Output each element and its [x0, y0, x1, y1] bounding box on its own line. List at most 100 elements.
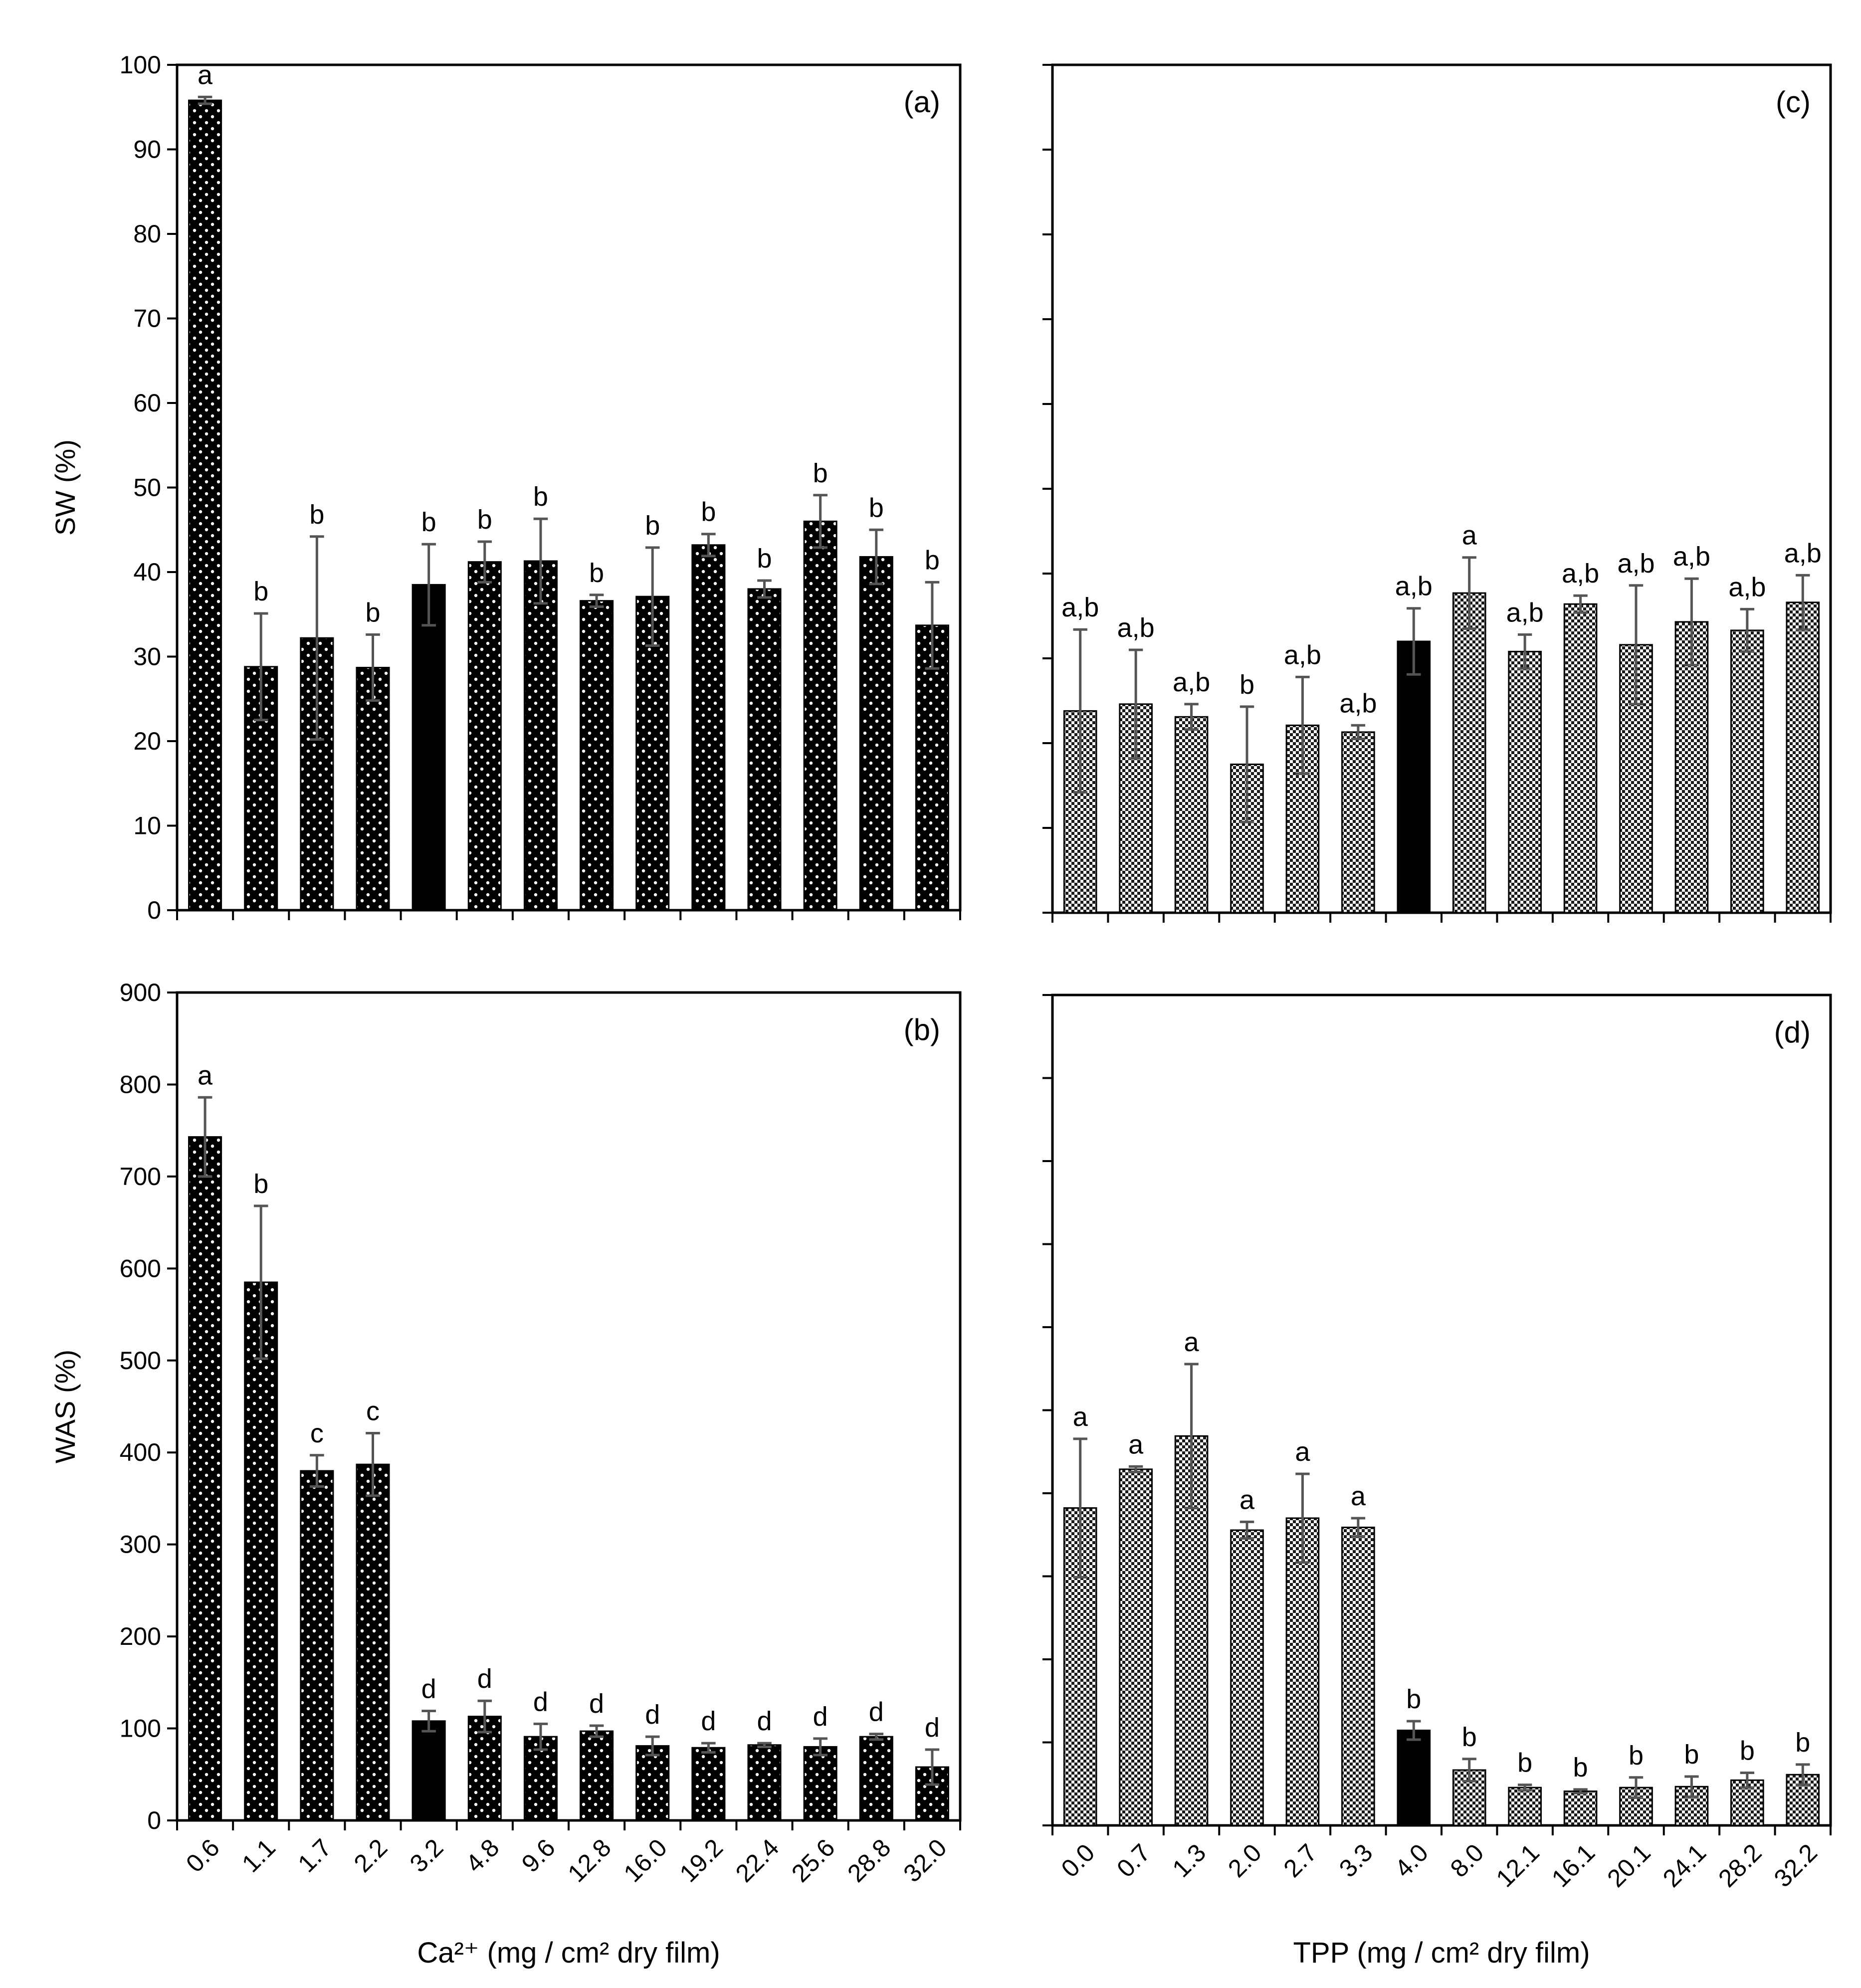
bar [188, 1136, 222, 1821]
x-tick-label: 8.0 [1445, 1838, 1489, 1883]
significance-letter: b [1517, 1748, 1532, 1778]
significance-letter: d [925, 1713, 940, 1743]
x-tick-label: 12.1 [1491, 1838, 1545, 1892]
x-tick-label: 28.8 [842, 1833, 896, 1887]
bar [915, 624, 949, 911]
y-tick-label: 20 [133, 727, 161, 755]
x-tick-label: 0.7 [1111, 1838, 1156, 1883]
x-tick-label: 2.2 [349, 1833, 393, 1878]
bar [1174, 716, 1209, 914]
bar [1119, 1468, 1153, 1826]
significance-letter: b [701, 497, 716, 527]
x-tick-label: 1.1 [236, 1833, 281, 1878]
y-tick-label: 30 [133, 643, 161, 671]
y-tick-label: 100 [120, 1715, 161, 1743]
bar [691, 544, 726, 911]
significance-letter: a,b [1173, 667, 1210, 697]
significance-letter: b [1573, 1753, 1588, 1783]
x-tick-label: 16.0 [619, 1833, 672, 1887]
significance-letter: b [253, 1169, 268, 1199]
significance-letter: a,b [1784, 538, 1822, 568]
y-axis-label: WAS (%) [49, 1350, 81, 1463]
x-tick-label: 0.6 [181, 1833, 225, 1878]
x-tick-label: 25.6 [786, 1833, 840, 1887]
significance-letter: a [198, 1060, 213, 1090]
y-tick-label: 300 [120, 1531, 161, 1559]
significance-letter: d [813, 1702, 828, 1732]
significance-letter: b [1740, 1736, 1755, 1766]
significance-letter: a [198, 60, 213, 90]
bar [859, 556, 893, 911]
bar [747, 588, 782, 911]
significance-letter: c [366, 1396, 380, 1426]
bar [747, 1744, 782, 1821]
x-tick-label: 1.3 [1167, 1838, 1212, 1883]
significance-letter: d [421, 1674, 436, 1704]
significance-letter: b [589, 558, 604, 588]
bar [1786, 601, 1820, 914]
y-tick-label: 90 [133, 136, 161, 164]
x-tick-label: 24.1 [1657, 1838, 1711, 1892]
bar [356, 1463, 390, 1821]
bar [915, 1766, 949, 1821]
bar [580, 1730, 614, 1821]
significance-letter: a [1295, 1437, 1310, 1467]
bar [580, 600, 614, 911]
significance-letter: a [1351, 1481, 1366, 1511]
bar [188, 99, 222, 911]
plot-frame [1051, 63, 1832, 914]
significance-letter: b [1240, 670, 1254, 700]
x-tick-label: 3.2 [405, 1833, 449, 1878]
x-tick-label: 4.8 [460, 1833, 505, 1878]
significance-letter: a,b [1673, 542, 1710, 572]
bar [1508, 1787, 1542, 1826]
bar [1341, 731, 1375, 914]
bar [356, 667, 390, 911]
y-tick-label: 70 [133, 305, 161, 333]
significance-letter: d [477, 1664, 492, 1694]
bar [1508, 650, 1542, 914]
x-tick-label: 20.1 [1602, 1838, 1655, 1892]
significance-letter: b [365, 597, 380, 627]
significance-letter: b [645, 511, 660, 541]
plot-frame [1051, 994, 1832, 1827]
x-tick-label: 3.3 [1334, 1838, 1378, 1883]
significance-letter: a,b [1117, 613, 1155, 643]
bar [803, 1746, 837, 1821]
bar [1563, 603, 1598, 914]
significance-letter: b [533, 482, 548, 512]
significance-letter: d [533, 1687, 548, 1717]
y-tick-label: 50 [133, 474, 161, 502]
plot-frame [176, 991, 962, 1822]
y-tick-label: 700 [120, 1163, 161, 1191]
panel-label: (b) [904, 1013, 940, 1046]
significance-letter: a [1184, 1327, 1200, 1357]
significance-letter: a,b [1562, 559, 1599, 589]
significance-letter: a [1462, 521, 1477, 551]
y-tick-label: 40 [133, 558, 161, 586]
significance-letter: a [1073, 1402, 1088, 1432]
bar [1230, 1529, 1264, 1826]
bar [803, 520, 837, 911]
x-tick-label: 16.1 [1546, 1838, 1600, 1892]
bar [691, 1747, 726, 1821]
plot-frame [176, 63, 962, 912]
significance-letter: a,b [1506, 597, 1544, 627]
significance-letter: b [1462, 1722, 1477, 1752]
significance-letter: a,b [1339, 688, 1377, 718]
y-tick-label: 500 [120, 1347, 161, 1375]
x-tick-label: 28.2 [1713, 1838, 1767, 1892]
x-tick-label: 12.8 [562, 1833, 616, 1887]
significance-letter: a,b [1061, 593, 1099, 622]
significance-letter: a [1240, 1485, 1255, 1515]
y-axis-label: SW (%) [49, 439, 81, 536]
significance-letter: d [589, 1689, 604, 1719]
significance-letter: a,b [1728, 572, 1766, 602]
panel-label: (c) [1776, 85, 1811, 119]
bar [412, 584, 446, 911]
y-tick-label: 900 [120, 979, 161, 1006]
bar [1563, 1790, 1598, 1826]
bar [635, 596, 670, 911]
bar [1341, 1526, 1375, 1826]
